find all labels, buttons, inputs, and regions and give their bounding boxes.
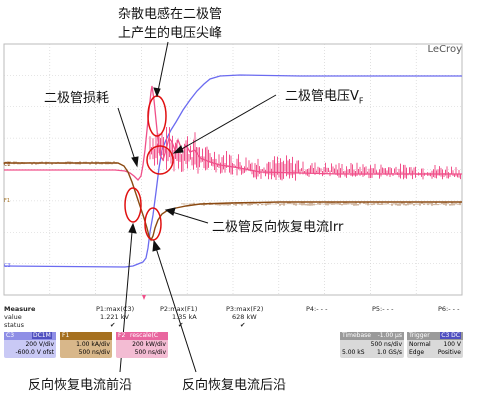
channel-f1-timebase: 500 ns/div [78, 349, 110, 356]
circle-diode-vf [146, 145, 174, 175]
trigger-marker [142, 295, 146, 300]
trigger-label: Trigger [409, 332, 430, 339]
channel-f2-id: F2 [118, 332, 126, 339]
channel-c3-offset: -600.0 V ofst [15, 349, 54, 356]
channel-f2-timebase: 500 ns/div [134, 349, 166, 356]
measure-p3-name[interactable]: P3:max(F2) [226, 305, 264, 313]
annotation-spike-line2: 上产生的电压尖峰 [118, 26, 223, 41]
measure-p1-value: 1.221 kV [100, 313, 129, 321]
measure-p4-name[interactable]: P4:- - - [306, 305, 328, 313]
annotation-spike-line1: 杂散电感在二极管 [118, 7, 223, 22]
brand-logo: LeCroy [427, 44, 462, 55]
channel-f2-tag: rescale(C [130, 332, 159, 339]
timebase-value: -1.00 μs [377, 332, 402, 339]
measure-status-label: status [4, 321, 24, 329]
marker-c2: C2 [4, 162, 11, 168]
timebase-label: Timebase [342, 332, 371, 339]
current-noise [3, 161, 461, 206]
measure-title: Measure [4, 305, 36, 313]
circle-trailing-edge [144, 207, 162, 241]
timebase-scale: 500 ns/div [370, 341, 402, 348]
channel-box-f1[interactable]: F1 1.00 kA/div 500 ns/div [60, 332, 112, 358]
trigger-source: C3 DC [440, 332, 461, 339]
trigger-level: 100 V [443, 341, 461, 348]
channel-f2-scale: 200 kW/div [132, 341, 166, 348]
measure-p2-value: 1.35 kA [172, 313, 197, 321]
measure-value-label: value [4, 313, 22, 321]
circle-leading-edge [124, 187, 142, 223]
marker-f1: F1 [4, 198, 10, 204]
channel-box-f2[interactable]: F2 rescale(C 200 kW/div 500 ns/div [116, 332, 168, 358]
channel-f1-scale: 1.00 kA/div [76, 341, 110, 348]
trigger-slope: Positive [437, 349, 461, 356]
power-noise [149, 127, 461, 181]
annotation-reverse-current: 二极管反向恢复电流Irr [212, 220, 344, 235]
annotation-diode-loss: 二极管损耗 [44, 91, 110, 106]
measure-p3-status: ✔ [240, 321, 246, 329]
current-waveform [4, 162, 462, 242]
annotation-leading-edge: 反向恢复电流前沿 [28, 378, 133, 393]
channel-c3-tag: DC1M [32, 332, 52, 339]
measure-p2-status: ✔ [178, 321, 184, 329]
trigger-mode: Normal [409, 341, 431, 348]
measure-p1-name[interactable]: P1:max(C3) [96, 305, 135, 313]
measure-p6-name[interactable]: P6:- - - [438, 305, 460, 313]
channel-c3-scale: 200 V/div [25, 341, 54, 348]
timebase-rate: 1.0 GS/s [376, 349, 402, 356]
marker-c3: C3 [4, 263, 11, 269]
channel-box-c3[interactable]: C3 DC1M 200 V/div -600.0 V ofst [4, 332, 56, 358]
timebase-box[interactable]: Timebase -1.00 μs 500 ns/div 5.00 kS 1.0… [340, 332, 404, 358]
timebase-samples: 5.00 kS [342, 349, 365, 356]
measure-p5-name[interactable]: P5:- - - [372, 305, 394, 313]
trigger-type: Edge [409, 349, 425, 356]
annotation-diode-voltage: 二极管电压VF [285, 89, 364, 106]
trigger-box[interactable]: Trigger C3 DC Normal 100 V Edge Positive [407, 332, 463, 358]
channel-c3-id: C3 [6, 332, 15, 339]
measure-p1-status: ✔ [110, 321, 116, 329]
measure-p3-value: 628 kW [232, 313, 257, 321]
channel-f1-id: F1 [62, 332, 70, 339]
measure-p2-name[interactable]: P2:max(F1) [160, 305, 198, 313]
annotation-trailing-edge: 反向恢复电流后沿 [182, 378, 287, 393]
